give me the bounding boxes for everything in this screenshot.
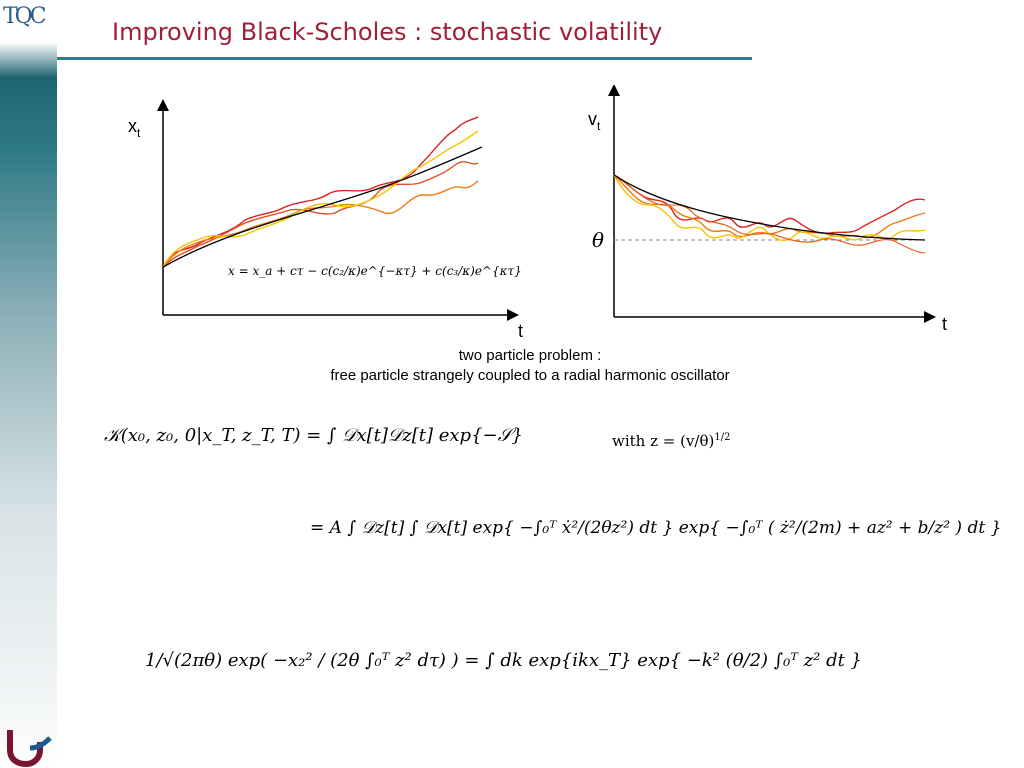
equation-gaussian: 1/√(2πθ) exp( −x₂² / (2θ ∫₀ᵀ z² dτ) ) = … [145, 650, 862, 671]
path-orange [613, 174, 926, 239]
x-axis-label: t [518, 321, 523, 341]
sidebar-band [0, 0, 57, 768]
path-integral-expression: = A ∫ 𝒟z[t] ∫ 𝒟x[t] exp{ −∫₀ᵀ ẋ²/(2θz²) … [310, 518, 1002, 538]
university-logo-icon [7, 730, 52, 768]
path-yellow [162, 130, 479, 268]
path-orange [162, 180, 479, 268]
theta-label: θ [592, 228, 604, 252]
tqc-logo: TQC [3, 4, 47, 29]
title-divider [57, 57, 752, 60]
substitution-note: with z = (v/θ)1/2 [612, 432, 730, 450]
slide-title: Improving Black-Scholes : stochastic vol… [112, 18, 663, 46]
path-mean [162, 146, 483, 268]
caption-line-1: two particle problem : [458, 347, 602, 364]
x-axis-label: t [942, 314, 947, 334]
equation-kernel: 𝒦(x₀, z₀, 0|x_T, z_T, T) = ∫ 𝒟x[t]𝒟z[t] … [104, 425, 523, 446]
graph-right: vt t θ [588, 85, 947, 334]
path-red-2 [613, 174, 926, 254]
caption-line-2: free particle strangely coupled to a rad… [330, 367, 730, 384]
kernel-expression: 𝒦(x₀, z₀, 0|x_T, z_T, T) = ∫ 𝒟x[t]𝒟z[t] … [104, 425, 523, 446]
gaussian-expression: 1/√(2πθ) exp( −x₂² / (2θ ∫₀ᵀ z² dτ) ) = … [145, 650, 863, 671]
path-red-1 [162, 116, 479, 268]
equation-path-integral: = A ∫ 𝒟z[t] ∫ 𝒟x[t] exp{ −∫₀ᵀ ẋ²/(2θz²) … [310, 518, 1001, 538]
y-axis-label: xt [128, 116, 141, 140]
substitution-exponent: 1/2 [714, 432, 731, 443]
path-yellow [613, 174, 926, 242]
y-axis-label: vt [588, 109, 601, 133]
graph-left: xt t x = x_a + cτ − c(c₂/κ)e^{−κτ} + c(c… [128, 99, 523, 341]
caption: two particle problem : free particle str… [200, 346, 860, 386]
drift-formula: x = x_a + cτ − c(c₂/κ)e^{−κτ} + c(c₃/κ)e… [228, 264, 522, 278]
path-red-2 [162, 161, 479, 268]
path-mean [613, 174, 926, 241]
substitution-text: with z = (v/θ) [612, 432, 715, 450]
